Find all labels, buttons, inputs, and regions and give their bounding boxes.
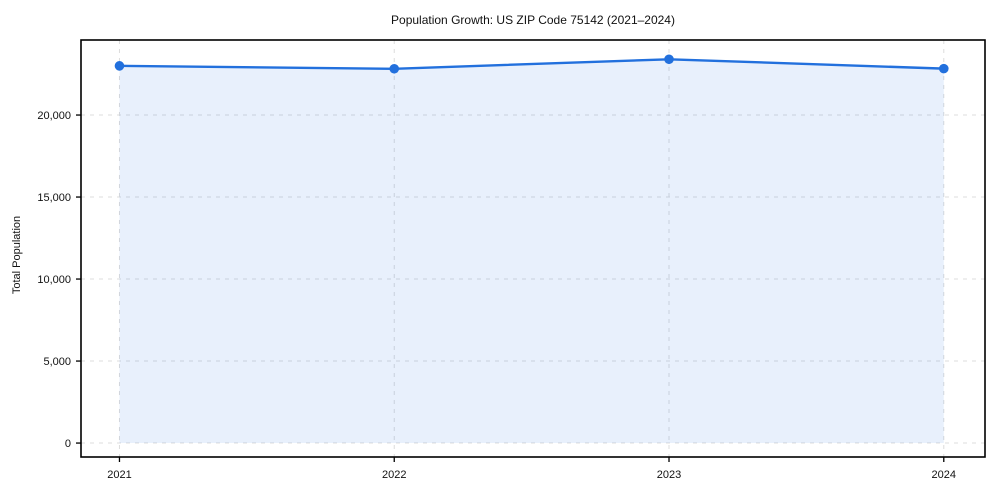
x-tick-label: 2021 xyxy=(107,469,131,481)
data-point-2021 xyxy=(114,61,125,71)
x-tick-label: 2022 xyxy=(382,469,406,481)
y-tick-label: 10,000 xyxy=(37,274,71,286)
y-tick-label: 5,000 xyxy=(43,356,71,368)
trend-line xyxy=(118,58,945,70)
data-point-2023 xyxy=(664,54,674,65)
data-point-2024 xyxy=(938,63,949,74)
y-tick-label: 20,000 xyxy=(37,110,71,122)
chart-title: Population Growth: US ZIP Code 75142 (20… xyxy=(391,13,675,27)
data-point-2022 xyxy=(389,63,400,74)
y-tick-label: 15,000 xyxy=(37,192,71,204)
x-tick-label: 2023 xyxy=(657,469,681,481)
axes-border xyxy=(80,39,986,458)
x-tick-label: 2024 xyxy=(932,469,956,481)
area-fill xyxy=(119,59,944,444)
y-tick-label: 0 xyxy=(65,438,71,450)
